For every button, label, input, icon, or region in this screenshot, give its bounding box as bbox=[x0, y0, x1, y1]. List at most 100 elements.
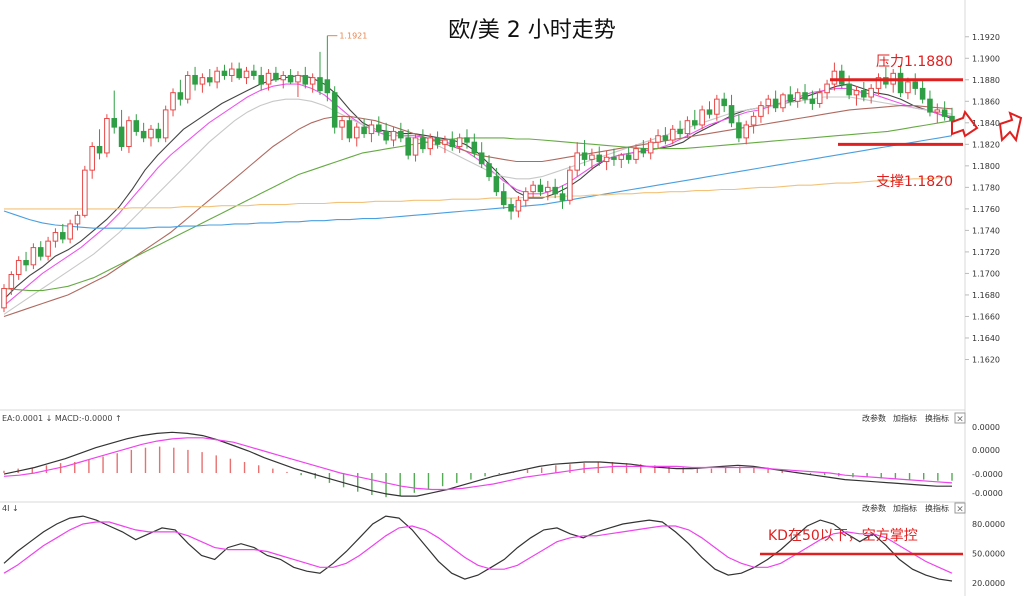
macd-button-add-indicator[interactable]: 加指标 bbox=[893, 413, 917, 423]
candle bbox=[530, 180, 536, 199]
price-tick-label: 1.1900 bbox=[972, 54, 1000, 63]
candle bbox=[883, 66, 889, 89]
candle-body bbox=[427, 137, 434, 150]
candle-body bbox=[390, 130, 397, 141]
candle-body bbox=[522, 191, 529, 201]
candle-body bbox=[133, 120, 140, 132]
candle bbox=[934, 103, 941, 123]
price-tick-label: 1.1820 bbox=[972, 140, 1000, 149]
candle bbox=[206, 69, 213, 87]
candle-body bbox=[317, 77, 323, 92]
candle-body bbox=[229, 68, 235, 76]
candle bbox=[728, 94, 735, 128]
candle bbox=[317, 51, 323, 95]
candle-body bbox=[383, 130, 389, 141]
candle bbox=[199, 73, 206, 93]
candle-body bbox=[838, 70, 845, 85]
candle-body bbox=[780, 94, 786, 109]
candle bbox=[912, 73, 919, 95]
chart-title: 欧/美 2 小时走势 bbox=[448, 18, 615, 43]
candle-body bbox=[331, 92, 338, 128]
candle bbox=[449, 131, 456, 151]
candle bbox=[861, 81, 867, 102]
candle-body bbox=[30, 247, 37, 266]
candle bbox=[177, 79, 184, 106]
candle bbox=[221, 64, 228, 80]
candle-body bbox=[824, 83, 830, 94]
kd-close-box[interactable] bbox=[954, 502, 966, 514]
macd-tick-label: 0.0000 bbox=[972, 423, 1000, 432]
candle bbox=[89, 142, 95, 179]
candle-body bbox=[273, 72, 279, 81]
candle bbox=[699, 105, 705, 130]
price-tick-label: 1.1920 bbox=[972, 33, 1000, 42]
candle bbox=[875, 73, 882, 95]
macd-close-icon[interactable]: × bbox=[956, 415, 964, 425]
candle-body bbox=[8, 274, 15, 289]
candle-body bbox=[545, 186, 551, 193]
candle bbox=[368, 120, 375, 143]
kd-button-switch-indicator[interactable]: 换指标 bbox=[925, 503, 949, 513]
moving-average-lines bbox=[3, 74, 953, 318]
candle-body bbox=[258, 74, 264, 85]
candle bbox=[45, 236, 51, 261]
candle bbox=[133, 114, 140, 136]
candle bbox=[574, 142, 580, 177]
candle bbox=[302, 66, 309, 89]
candle-body bbox=[471, 141, 478, 154]
candle bbox=[758, 101, 764, 123]
price-tick-label: 1.1840 bbox=[972, 119, 1000, 128]
kd-button-edit-params[interactable]: 改参数 bbox=[862, 503, 886, 513]
candle bbox=[1, 284, 7, 313]
candle-body bbox=[530, 184, 536, 193]
candle-body bbox=[206, 77, 213, 83]
candle-body bbox=[118, 126, 125, 147]
macd-button-switch-indicator[interactable]: 换指标 bbox=[925, 413, 949, 423]
candle bbox=[192, 66, 198, 91]
price-tick-label: 1.1760 bbox=[972, 205, 1000, 214]
price-tick-label: 1.1620 bbox=[972, 355, 1000, 364]
candle-body bbox=[677, 128, 683, 135]
price-tick-label: 1.1780 bbox=[972, 183, 1000, 192]
candle-body bbox=[23, 260, 29, 266]
candle-body bbox=[37, 247, 44, 257]
candle bbox=[736, 114, 742, 143]
kd-plot bbox=[3, 515, 953, 582]
candle-body bbox=[765, 98, 772, 107]
candle bbox=[780, 92, 786, 113]
candle-body bbox=[45, 240, 51, 257]
candle-body bbox=[772, 98, 779, 109]
kd-close-icon[interactable]: × bbox=[956, 505, 964, 515]
kd-header: 4I ↓ bbox=[2, 504, 19, 513]
candle-body bbox=[794, 92, 801, 102]
moving-average-line bbox=[3, 96, 953, 315]
kd-button-add-indicator[interactable]: 加指标 bbox=[893, 503, 917, 513]
candle-body bbox=[15, 260, 22, 275]
candle-body bbox=[816, 92, 823, 104]
price-tick-label: 1.1700 bbox=[972, 269, 1000, 278]
candle-body bbox=[96, 145, 103, 154]
candle bbox=[295, 71, 301, 97]
candle-body bbox=[603, 156, 610, 163]
candle bbox=[405, 129, 411, 160]
candle-body bbox=[802, 92, 808, 100]
candle bbox=[508, 198, 514, 220]
kd-k-line bbox=[3, 515, 953, 582]
peak-marker-label: 1.1921 bbox=[339, 32, 367, 41]
candle bbox=[552, 178, 558, 199]
peak-marker: 1.1921 bbox=[327, 32, 367, 41]
candle-body bbox=[706, 109, 713, 115]
macd-close-box[interactable] bbox=[954, 412, 966, 424]
candle bbox=[82, 165, 88, 218]
candle-body bbox=[353, 126, 360, 139]
candle bbox=[677, 120, 683, 138]
candle bbox=[15, 256, 22, 280]
candle bbox=[941, 101, 948, 121]
candle bbox=[8, 271, 15, 295]
candle-body bbox=[361, 126, 367, 135]
candle bbox=[464, 129, 470, 149]
candle-body bbox=[611, 156, 617, 160]
macd-button-edit-params[interactable]: 改参数 bbox=[862, 413, 886, 423]
candle bbox=[794, 88, 801, 108]
